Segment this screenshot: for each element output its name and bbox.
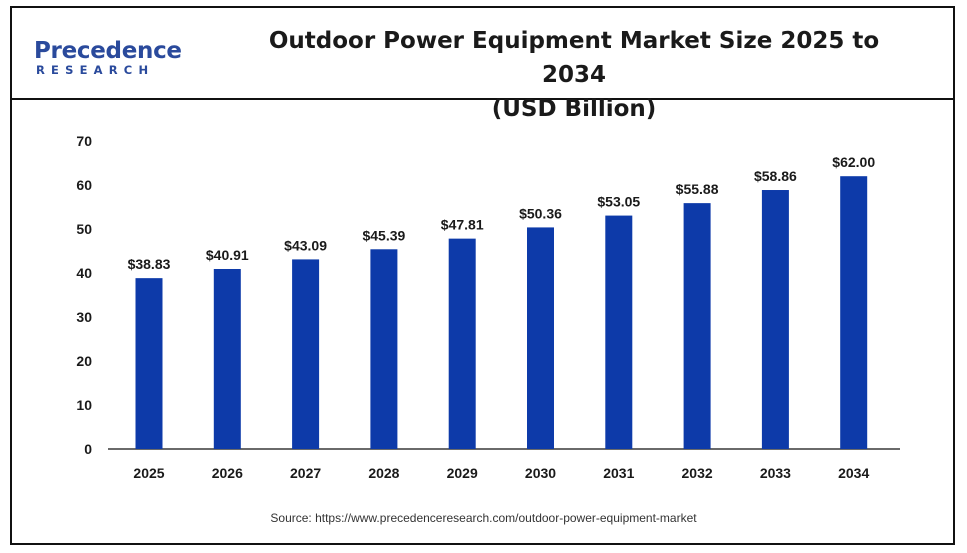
- y-tick-label: 50: [76, 221, 92, 237]
- x-tick-label: 2028: [368, 465, 399, 481]
- chart-header: Precedence RESEARCH Outdoor Power Equipm…: [12, 8, 953, 122]
- x-tick-label: 2033: [760, 465, 791, 481]
- bar: [292, 259, 320, 449]
- bar: [527, 227, 554, 449]
- bar: [761, 190, 789, 450]
- bar: [448, 238, 476, 449]
- x-tick-label: 2032: [682, 465, 713, 481]
- data-label: $38.83: [128, 256, 171, 272]
- bar: [683, 203, 711, 449]
- x-tick-label: 2025: [133, 465, 164, 481]
- precedence-research-logo: Precedence RESEARCH: [34, 38, 184, 88]
- y-tick-label: 70: [76, 133, 92, 149]
- x-tick-label: 2030: [525, 465, 556, 481]
- bar: [370, 249, 398, 449]
- bar: [840, 176, 868, 449]
- data-label: $40.91: [206, 247, 249, 263]
- data-label: $45.39: [362, 227, 405, 243]
- x-tick-label: 2031: [603, 465, 634, 481]
- y-tick-label: 10: [76, 397, 92, 413]
- data-label: $55.88: [676, 181, 719, 197]
- data-label: $43.09: [284, 237, 327, 253]
- chart-title: Outdoor Power Equipment Market Size 2025…: [244, 24, 904, 126]
- bar: [135, 278, 163, 449]
- data-label: $47.81: [441, 217, 484, 233]
- y-tick-label: 0: [84, 441, 92, 457]
- data-label: $62.00: [832, 154, 875, 170]
- logo-wordmark: Precedence: [34, 38, 182, 64]
- y-tick-label: 60: [76, 177, 92, 193]
- bar: [213, 268, 241, 449]
- data-label: $53.05: [597, 194, 640, 210]
- chart-frame: Precedence RESEARCH Outdoor Power Equipm…: [10, 6, 955, 545]
- y-tick-label: 20: [76, 353, 92, 369]
- y-tick-label: 30: [76, 309, 92, 325]
- data-label: $50.36: [519, 205, 562, 221]
- chart-title-line2: (USD Billion): [491, 96, 657, 122]
- x-tick-label: 2026: [212, 465, 243, 481]
- logo-subtext: RESEARCH: [36, 63, 155, 77]
- bar: [605, 215, 633, 449]
- source-note: Source: https://www.precedenceresearch.c…: [270, 511, 697, 525]
- x-tick-label: 2029: [447, 465, 478, 481]
- data-label: $58.86: [754, 168, 797, 184]
- x-tick-label: 2034: [838, 465, 869, 481]
- y-tick-label: 40: [76, 265, 92, 281]
- x-tick-label: 2027: [290, 465, 321, 481]
- chart-title-line1: Outdoor Power Equipment Market Size 2025…: [268, 28, 880, 88]
